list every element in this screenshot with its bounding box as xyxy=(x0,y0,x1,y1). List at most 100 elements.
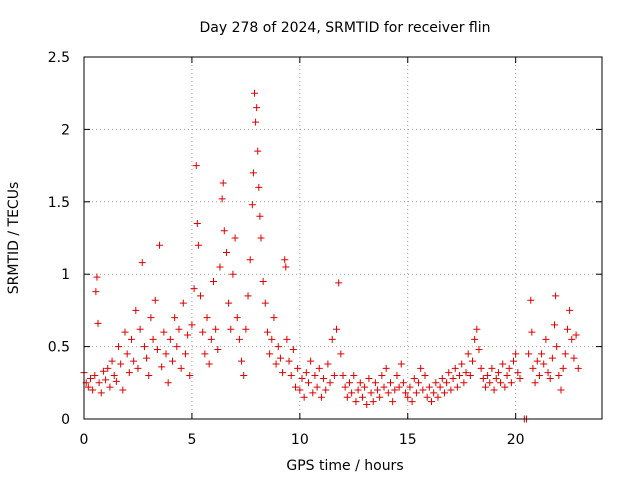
data-point-marker xyxy=(462,369,470,377)
data-point-marker xyxy=(378,372,386,380)
y-tick-labels: 0 0.5 1 1.5 2 2.5 xyxy=(48,50,70,428)
data-point-marker xyxy=(324,360,332,368)
data-point-marker xyxy=(510,357,518,365)
data-point-marker xyxy=(218,195,226,203)
data-point-marker xyxy=(384,389,392,397)
data-point-marker xyxy=(168,357,176,365)
data-point-marker xyxy=(432,379,440,387)
data-point-marker xyxy=(203,314,211,322)
data-point-marker xyxy=(99,367,107,375)
data-point-marker xyxy=(440,389,448,397)
data-point-marker xyxy=(412,389,420,397)
y-tick-label-1: 1 xyxy=(61,267,70,283)
data-point-marker xyxy=(181,350,189,358)
data-point-marker xyxy=(568,335,576,343)
data-point-marker xyxy=(494,369,502,377)
data-point-marker xyxy=(287,372,295,380)
data-point-marker xyxy=(166,335,174,343)
data-point-marker xyxy=(434,393,442,401)
data-point-marker xyxy=(453,383,461,391)
data-point-marker xyxy=(92,288,100,296)
data-point-marker xyxy=(184,331,192,339)
data-point-marker xyxy=(193,220,201,228)
data-point-marker xyxy=(268,335,276,343)
data-point-marker xyxy=(140,343,148,351)
data-point-marker xyxy=(89,386,97,394)
data-point-marker xyxy=(171,314,179,322)
data-point-marker xyxy=(337,350,345,358)
data-point-marker xyxy=(175,325,183,333)
data-point-marker xyxy=(490,386,498,394)
data-point-marker xyxy=(123,350,131,358)
data-point-marker xyxy=(356,379,364,387)
data-point-marker xyxy=(164,379,172,387)
data-point-marker xyxy=(430,389,438,397)
data-point-marker xyxy=(507,379,515,387)
data-point-marker xyxy=(117,360,125,368)
data-point-marker xyxy=(484,372,492,380)
data-point-marker xyxy=(553,343,561,351)
data-point-marker xyxy=(533,357,541,365)
data-point-marker xyxy=(557,386,565,394)
data-point-marker xyxy=(151,296,159,304)
x-tick-label-0: 0 xyxy=(80,432,89,448)
data-point-marker xyxy=(570,354,578,362)
data-point-marker xyxy=(94,319,102,327)
data-point-marker xyxy=(309,389,317,397)
data-point-marker xyxy=(307,357,315,365)
data-point-marker xyxy=(216,263,224,271)
data-point-marker xyxy=(497,379,505,387)
x-axis-label: GPS time / hours xyxy=(286,458,403,474)
data-point-marker xyxy=(438,374,446,382)
data-point-marker xyxy=(503,372,511,380)
data-point-marker xyxy=(130,357,138,365)
data-point-marker xyxy=(477,364,485,372)
data-point-marker xyxy=(499,360,507,368)
data-point-marker xyxy=(322,386,330,394)
data-point-marker xyxy=(505,364,513,372)
data-point-marker xyxy=(540,360,548,368)
y-tick-label-2: 2 xyxy=(61,122,70,138)
data-point-marker xyxy=(188,321,196,329)
data-point-marker xyxy=(376,393,384,401)
data-point-marker xyxy=(104,364,112,372)
data-point-marker xyxy=(283,335,291,343)
data-point-marker xyxy=(127,335,135,343)
data-point-marker xyxy=(138,259,146,267)
data-point-marker xyxy=(391,386,399,394)
data-point-marker xyxy=(296,386,304,394)
data-point-marker xyxy=(302,369,310,377)
data-point-marker xyxy=(363,401,371,409)
data-point-marker xyxy=(443,379,451,387)
y-tick-label-0: 0 xyxy=(61,412,70,428)
data-point-marker xyxy=(546,374,554,382)
data-point-marker xyxy=(427,398,435,406)
data-point-marker xyxy=(219,179,227,187)
data-point-marker xyxy=(330,372,338,380)
data-point-marker xyxy=(160,328,168,336)
data-point-marker xyxy=(572,331,580,339)
data-point-marker xyxy=(246,256,254,264)
data-point-marker xyxy=(201,350,209,358)
data-point-marker xyxy=(197,292,205,300)
data-point-marker xyxy=(542,335,550,343)
data-point-marker xyxy=(488,364,496,372)
data-point-marker xyxy=(451,364,459,372)
data-point-marker xyxy=(348,389,356,397)
data-point-marker xyxy=(320,374,328,382)
data-point-marker xyxy=(207,335,215,343)
data-point-marker xyxy=(397,360,405,368)
grid-lines xyxy=(84,57,602,419)
data-point-marker xyxy=(315,364,323,372)
data-point-marker xyxy=(417,364,425,372)
data-point-marker xyxy=(229,270,237,278)
data-point-marker xyxy=(374,386,382,394)
data-point-marker xyxy=(281,256,289,264)
data-point-marker xyxy=(548,354,556,362)
data-point-marker xyxy=(516,374,524,382)
data-point-marker xyxy=(102,376,110,384)
data-point-marker xyxy=(345,379,353,387)
data-point-marker xyxy=(242,325,250,333)
data-point-marker xyxy=(456,372,464,380)
data-point-marker xyxy=(552,292,560,300)
